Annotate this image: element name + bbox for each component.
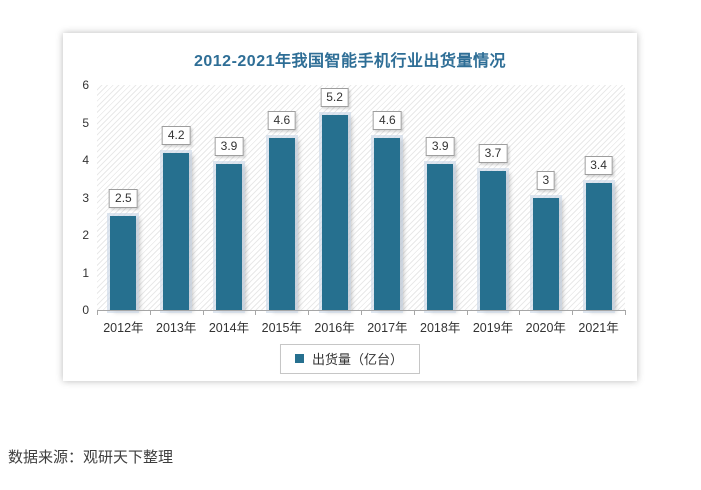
bar-value-label: 3: [536, 170, 556, 190]
bar-value-label: 5.2: [320, 88, 349, 107]
x-axis-line: [97, 310, 626, 311]
x-axis-tick: [202, 311, 204, 315]
x-axis-label: 2019年: [472, 321, 514, 335]
x-axis-tick: [519, 311, 521, 315]
x-axis-tick: [149, 311, 151, 315]
source-text: 数据来源：观研天下整理: [8, 449, 174, 466]
x-axis-tick: [308, 311, 310, 315]
y-axis-label: 2: [82, 228, 89, 242]
bar-2015年: [268, 137, 295, 310]
bar-2021年: [585, 182, 612, 310]
y-axis-label: 5: [82, 115, 89, 130]
bar-value-label: 4.6: [267, 110, 297, 130]
x-axis-tick: [413, 311, 415, 315]
y-axis-label: 4: [82, 153, 89, 167]
x-axis-tick: [97, 311, 98, 315]
bar-2017年: [374, 137, 401, 310]
bar-value-label: 2.5: [109, 189, 138, 209]
x-axis-tick: [466, 311, 468, 315]
bar-2012年: [110, 216, 137, 310]
x-axis-label: 2013年: [156, 321, 197, 335]
bar-value-label: 3.7: [478, 144, 508, 164]
y-axis-label: 3: [82, 190, 89, 205]
bar-2020年: [532, 197, 559, 310]
legend: 出货量（亿台）: [279, 344, 421, 374]
x-axis-tick: [572, 311, 574, 315]
chart-title: 2012-2021年我国智能手机行业出货量情况: [193, 53, 507, 70]
legend-label: 出货量（亿台）: [311, 352, 404, 367]
x-axis-label: 2012年: [103, 321, 144, 335]
bar-value-label: 4.6: [373, 110, 402, 130]
bar-value-label: 4.2: [161, 125, 191, 145]
bar-2016年: [321, 115, 348, 310]
x-axis-label: 2018年: [420, 321, 461, 335]
x-axis-label: 2016年: [314, 321, 355, 335]
x-axis-label: 2017年: [367, 321, 408, 335]
bar-value-label: 3.4: [584, 155, 613, 175]
x-axis-tick: [361, 311, 362, 315]
x-axis-label: 2014年: [208, 321, 250, 335]
x-axis-label: 2020年: [525, 321, 566, 335]
x-axis-tick: [255, 311, 257, 315]
y-axis-label: 6: [82, 78, 89, 92]
bar-value-label: 3.9: [214, 136, 244, 156]
y-axis-label: 1: [82, 265, 89, 280]
bar-value-label: 3.9: [425, 136, 455, 156]
y-axis-label: 0: [82, 303, 89, 317]
chart-card: 2012-2021年我国智能手机行业出货量情况 2.5 4.2 3.9 4.6 5.2 4…: [63, 33, 637, 381]
bar-2014年: [216, 163, 242, 310]
x-axis-tick: [625, 311, 626, 315]
bar-2013年: [163, 152, 190, 310]
bar-2019年: [480, 171, 506, 310]
x-axis-label: 2015年: [261, 321, 302, 335]
bar-2018年: [427, 163, 454, 310]
legend-marker-icon: [294, 354, 304, 363]
x-axis-label: 2021年: [578, 321, 619, 335]
plot-area: 2.5 4.2 3.9 4.6 5.2 4.6 3.9 3.7 3 3.4: [97, 85, 625, 310]
